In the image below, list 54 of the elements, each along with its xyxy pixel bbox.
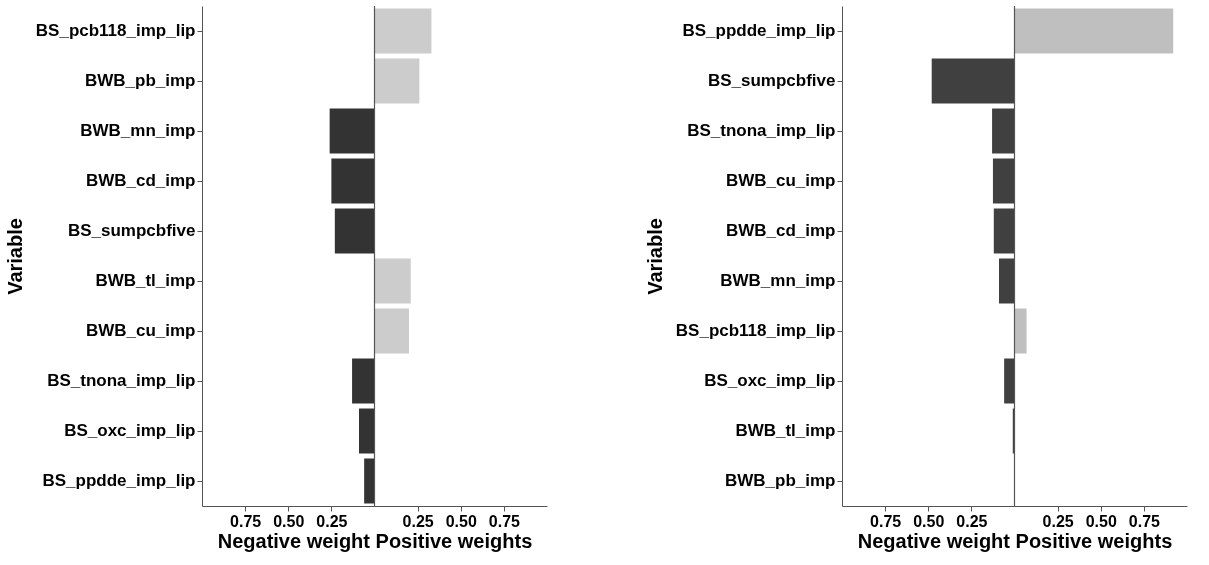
x-tick-label: 0.75 (870, 512, 902, 530)
bar (334, 208, 375, 254)
y-axis-title: Variable (643, 218, 666, 295)
y-axis-title: Variable (3, 218, 26, 295)
bar (1014, 308, 1027, 354)
y-tick-label: BS_sumpcbfive (707, 71, 836, 90)
bar (992, 108, 1015, 154)
bar (329, 108, 375, 154)
y-tick-label: BWB_cu_imp (85, 321, 196, 340)
y-tick-label: BS_pcb118_imp_lip (675, 321, 836, 340)
bar (1014, 8, 1174, 54)
y-tick-label: BS_tnona_imp_lip (47, 371, 196, 390)
y-tick-label: BWB_pb_imp (85, 71, 196, 90)
y-tick-label: BWB_pb_imp (725, 471, 836, 490)
bar (993, 208, 1015, 254)
x-tick-label: 0.50 (1085, 512, 1117, 530)
y-tick-label: BWB_mn_imp (80, 121, 196, 140)
y-tick-label: BS_ppdde_imp_lip (42, 471, 196, 490)
bar (374, 258, 411, 304)
x-tick-label: 0.25 (402, 512, 434, 530)
y-tick-label: BWB_cu_imp (725, 171, 836, 190)
y-tick-label: BWB_cd_imp (725, 221, 836, 240)
y-tick-label: BS_sumpcbfive (67, 221, 196, 240)
x-tick-label: 0.25 (1042, 512, 1074, 530)
y-tick-label: BS_pcb118_imp_lip (35, 21, 196, 40)
x-axis-title: Negative weight Positive weights (217, 529, 533, 552)
x-tick-label: 0.75 (488, 512, 521, 530)
x-tick-label: 0.50 (273, 512, 305, 530)
x-tick-label: 0.50 (913, 512, 945, 530)
x-axis-title: Negative weight Positive weights (857, 529, 1173, 552)
y-tick-label: BWB_cd_imp (85, 171, 196, 190)
x-tick-label: 0.50 (445, 512, 477, 530)
bar (374, 308, 409, 354)
x-tick-label: 0.25 (956, 512, 988, 530)
x-tick-label: 0.75 (230, 512, 262, 530)
y-tick-label: BWB_tl_imp (95, 271, 196, 290)
bar (931, 58, 1015, 104)
y-tick-label: BWB_tl_imp (735, 421, 836, 440)
bar (1004, 358, 1015, 404)
bar (374, 8, 432, 54)
bar (364, 458, 375, 504)
bar (352, 358, 375, 404)
y-tick-label: BS_tnona_imp_lip (687, 121, 836, 140)
x-tick-label: 0.25 (316, 512, 348, 530)
y-tick-label: BS_oxc_imp_lip (704, 371, 836, 390)
y-tick-label: BWB_mn_imp (720, 271, 836, 290)
bar (374, 58, 420, 104)
x-tick-label: 0.75 (1128, 512, 1161, 530)
y-tick-label: BS_oxc_imp_lip (64, 421, 196, 440)
bar (998, 258, 1015, 304)
bar (992, 158, 1015, 204)
y-tick-label: BS_ppdde_imp_lip (682, 21, 836, 40)
bar (358, 408, 375, 454)
bar (331, 158, 375, 204)
